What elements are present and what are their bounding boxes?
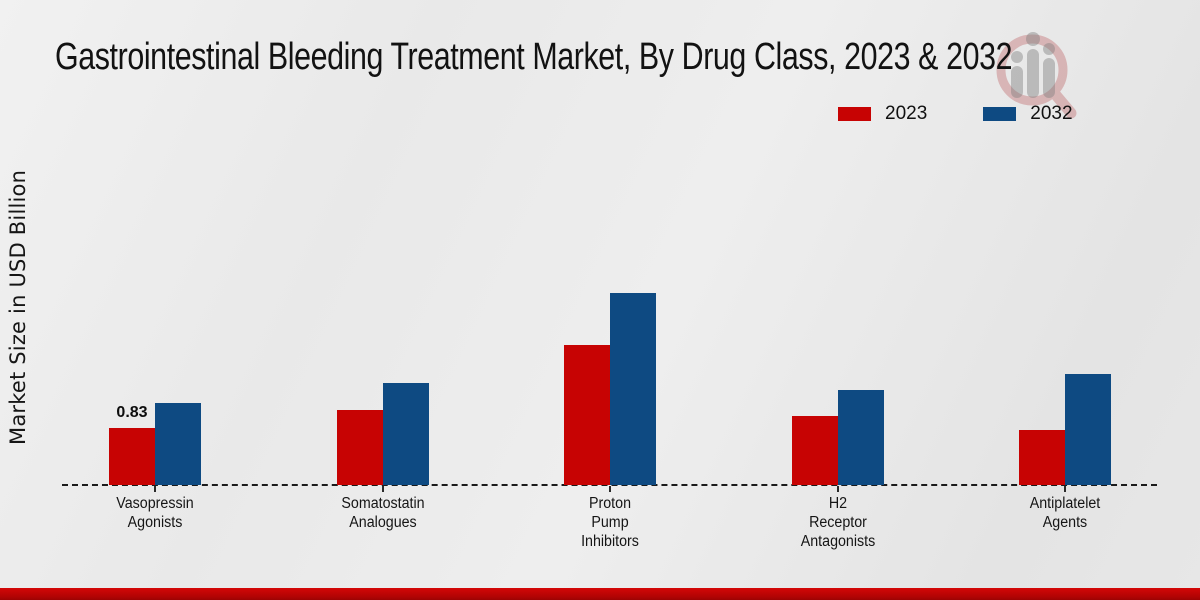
- legend-item-2032: 2032: [983, 103, 1073, 125]
- legend-swatch-2032: [983, 107, 1017, 121]
- bar-2032-vasopressin-agonists: [155, 403, 201, 485]
- x-axis-tick: [1064, 486, 1066, 492]
- x-axis-tick: [609, 486, 611, 492]
- bar-2023-antiplatelet-agents: [1019, 430, 1065, 485]
- bar-2023-vasopressin-agonists: [109, 428, 155, 485]
- category-label-h2-receptor-antagonists: H2 Receptor Antagonists: [800, 495, 875, 550]
- category-label-vasopressin-agonists: Vasopressin Agonists: [116, 495, 194, 531]
- x-axis-baseline: [62, 484, 1157, 486]
- x-axis-tick: [836, 486, 839, 492]
- chart-title: Gastrointestinal Bleeding Treatment Mark…: [55, 36, 1013, 78]
- legend: 2023 2032: [838, 103, 1073, 125]
- legend-item-2023: 2023: [838, 103, 927, 125]
- footer-brand-bar: [0, 588, 1200, 600]
- category-label-proton-pump-inhibitors: Proton Pump Inhibitors: [581, 495, 639, 550]
- legend-swatch-2023: [838, 107, 871, 121]
- legend-label-2023: 2023: [885, 103, 928, 124]
- legend-label-2032: 2032: [1030, 103, 1073, 124]
- bar-2023-h2-receptor-antagonists: [791, 416, 838, 485]
- bar-2032-h2-receptor-antagonists: [837, 390, 884, 485]
- x-axis-tick: [154, 486, 156, 492]
- bar-value-label: 0.83: [116, 404, 148, 421]
- x-axis-tick: [381, 486, 384, 492]
- bar-2023-proton-pump-inhibitors: [564, 345, 610, 485]
- bar-2032-antiplatelet-agents: [1065, 374, 1111, 485]
- brand-watermark-icon: [996, 32, 1077, 119]
- bar-2032-somatostatin-analogues: [382, 383, 429, 485]
- category-label-antiplatelet-agents: Antiplatelet Agents: [1029, 495, 1101, 531]
- bar-2023-somatostatin-analogues: [336, 410, 383, 485]
- category-label-somatostatin-analogues: Somatostatin Analogues: [340, 495, 425, 531]
- bar-2032-proton-pump-inhibitors: [610, 293, 656, 485]
